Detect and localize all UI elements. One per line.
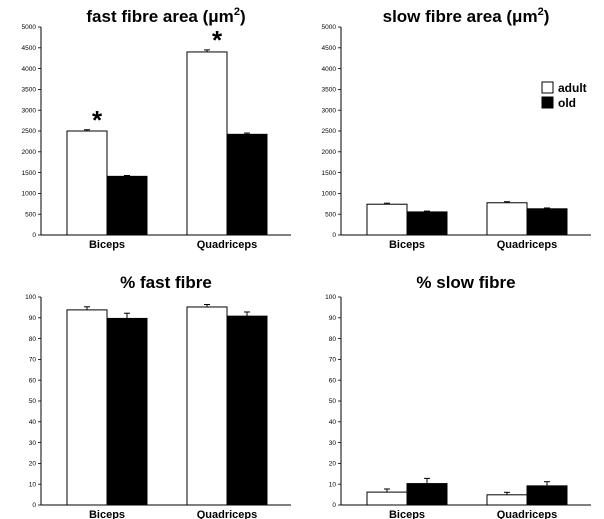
bar-adult-quadriceps — [186, 306, 228, 506]
y-tick-label: 20 — [329, 461, 337, 468]
y-tick-label: 10 — [29, 481, 37, 488]
bar-old-quadriceps — [226, 133, 268, 236]
y-tick-label: 500 — [25, 211, 36, 218]
chart-title-unit: μm — [512, 7, 538, 26]
y-tick-label: 2000 — [322, 149, 337, 156]
bar-adult-quadriceps — [486, 494, 528, 506]
chart-title-superscript: 2 — [234, 6, 240, 18]
bar-old-quadriceps — [526, 208, 568, 236]
y-tick-label: 4500 — [22, 45, 37, 52]
y-tick-label: 40 — [29, 419, 37, 426]
bar-adult-biceps — [366, 491, 408, 506]
legend-swatch-adult — [541, 81, 554, 94]
bar-adult-biceps — [66, 130, 108, 236]
chart-title-text: % slow fibre — [416, 273, 515, 292]
bar-old-quadriceps — [526, 485, 568, 506]
chart-title-close: ) — [544, 7, 550, 26]
y-tick-label: 70 — [29, 357, 37, 364]
bar-adult-quadriceps — [486, 202, 528, 236]
bar-adult-quadriceps — [186, 51, 228, 236]
bar-old-biceps — [406, 211, 448, 236]
y-tick-label: 10 — [329, 481, 337, 488]
y-tick-label: 3000 — [322, 107, 337, 114]
category-label-quadriceps: Quadriceps — [197, 509, 258, 519]
category-label-biceps: Biceps — [89, 239, 125, 251]
y-tick-label: 0 — [32, 232, 36, 239]
chart-title-unit: μm — [208, 7, 234, 26]
y-tick-label: 70 — [329, 357, 337, 364]
legend-label-adult: adult — [558, 81, 587, 95]
y-tick-label: 5000 — [22, 24, 37, 31]
bar-old-biceps — [106, 317, 148, 506]
category-label-biceps: Biceps — [389, 509, 425, 519]
bar-adult-biceps — [366, 203, 408, 236]
bar-old-biceps — [406, 483, 448, 506]
y-tick-label: 500 — [325, 211, 336, 218]
chart-title-text: % fast fibre — [120, 273, 212, 292]
chart-title-close: ) — [240, 7, 246, 26]
bar-old-biceps — [106, 175, 148, 236]
significance-asterisk: * — [92, 105, 103, 135]
category-label-quadriceps: Quadriceps — [197, 239, 258, 251]
y-tick-label: 2500 — [322, 128, 337, 135]
y-tick-label: 80 — [329, 336, 337, 343]
y-tick-label: 0 — [32, 502, 36, 509]
y-tick-label: 50 — [329, 398, 337, 405]
chart-title-text: slow fibre area ( — [383, 7, 513, 26]
y-tick-label: 60 — [29, 377, 37, 384]
y-tick-label: 40 — [329, 419, 337, 426]
chart-panel-0: fast fibre area (μm2)0500100015002000250… — [22, 6, 291, 251]
significance-asterisk: * — [212, 25, 223, 55]
chart-title: % fast fibre — [120, 273, 212, 292]
y-tick-label: 0 — [332, 502, 336, 509]
y-tick-label: 2000 — [22, 149, 37, 156]
category-label-biceps: Biceps — [89, 509, 125, 519]
y-tick-label: 3500 — [322, 87, 337, 94]
y-tick-label: 100 — [325, 294, 336, 301]
category-label-biceps: Biceps — [389, 239, 425, 251]
category-label-quadriceps: Quadriceps — [497, 509, 558, 519]
chart-title: % slow fibre — [416, 273, 515, 292]
y-tick-label: 0 — [332, 232, 336, 239]
y-tick-label: 20 — [29, 461, 37, 468]
chart-panel-2: % fast fibre 0 10 20 30 40 50 60 70 80 90 100 Biceps… — [25, 273, 291, 519]
y-tick-label: 30 — [329, 440, 337, 447]
bar-old-quadriceps — [226, 315, 268, 506]
category-label-quadriceps: Quadriceps — [497, 239, 558, 251]
bar-adult-biceps — [66, 309, 108, 506]
y-tick-label: 1500 — [322, 170, 337, 177]
y-tick-label: 80 — [29, 336, 37, 343]
y-tick-label: 3500 — [22, 87, 37, 94]
y-tick-label: 2500 — [22, 128, 37, 135]
y-tick-label: 90 — [29, 315, 37, 322]
y-tick-label: 1000 — [322, 191, 337, 198]
chart-title-superscript: 2 — [538, 6, 544, 18]
y-tick-label: 5000 — [322, 24, 337, 31]
chart-panel-3: % slow fibre 0 10 20 30 40 50 60 70 80 90 100 Biceps… — [325, 273, 591, 519]
y-tick-label: 50 — [29, 398, 37, 405]
y-tick-label: 4500 — [322, 45, 337, 52]
y-tick-label: 60 — [329, 377, 337, 384]
legend-label-old: old — [558, 96, 576, 110]
chart-title: slow fibre area (μm2) — [383, 6, 550, 26]
y-tick-label: 100 — [25, 294, 36, 301]
y-tick-label: 1500 — [22, 170, 37, 177]
y-tick-label: 30 — [29, 440, 37, 447]
y-tick-label: 90 — [329, 315, 337, 322]
chart-title: fast fibre area (μm2) — [86, 6, 245, 26]
y-tick-label: 4000 — [322, 66, 337, 73]
chart-panel-1: slow fibre area (μm2)0500100015002000250… — [322, 6, 591, 251]
y-tick-label: 4000 — [22, 66, 37, 73]
legend-swatch-old — [541, 96, 554, 109]
chart-title-text: fast fibre area ( — [86, 7, 208, 26]
y-tick-label: 3000 — [22, 107, 37, 114]
y-tick-label: 1000 — [22, 191, 37, 198]
